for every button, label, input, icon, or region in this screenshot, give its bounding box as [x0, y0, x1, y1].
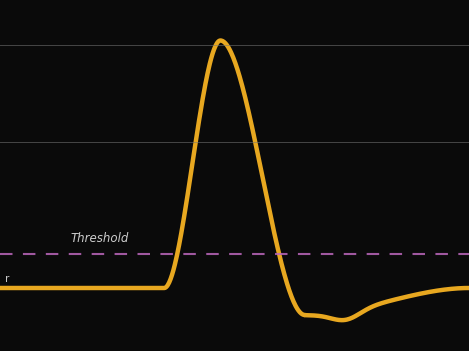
Text: Threshold: Threshold — [70, 232, 129, 245]
Text: r: r — [5, 273, 9, 284]
